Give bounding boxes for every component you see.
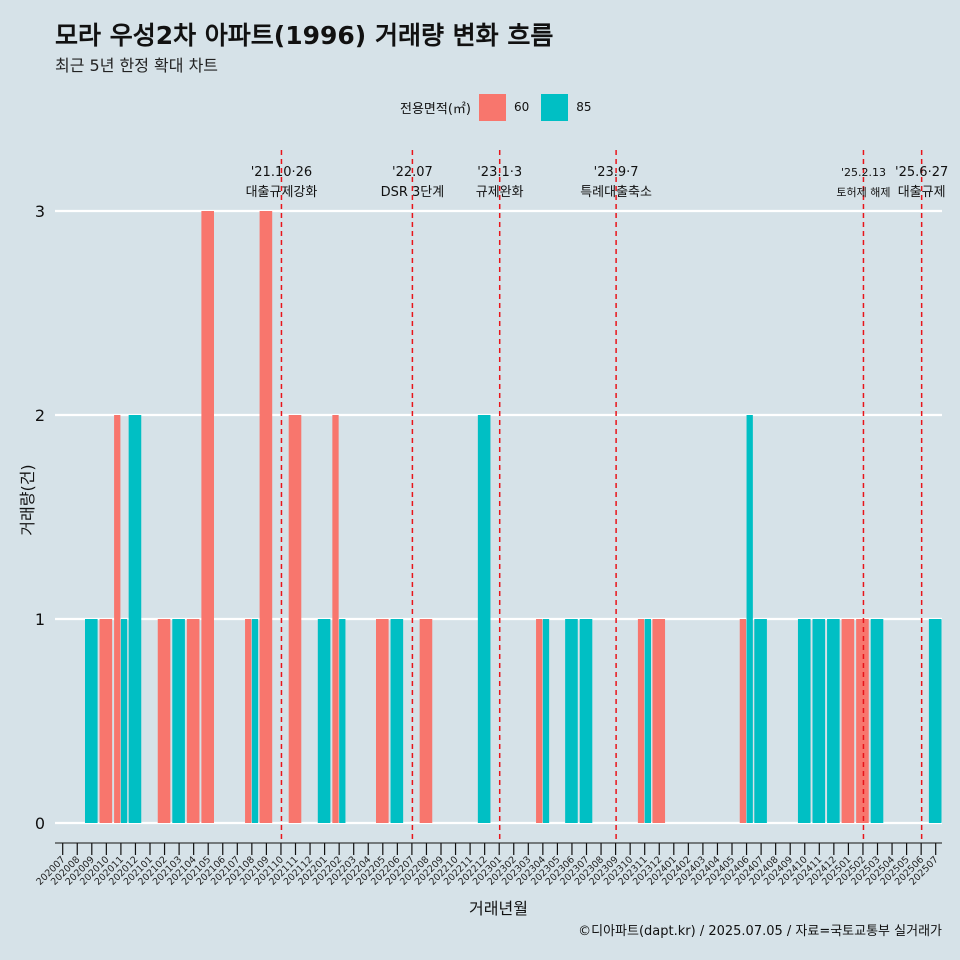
bar-60-202010 [99,619,113,823]
bar-85-202206 [390,619,404,823]
bar-85-202410 [797,619,811,823]
bar-60-202011 [114,415,121,823]
y-tick-label: 2 [35,406,45,425]
y-axis-title: 거래량(건) [18,464,37,535]
bar-85-202306 [565,619,578,823]
bar-60-202108 [245,619,252,823]
bar-60-202205 [376,619,389,823]
legend-label-85: 85 [576,100,592,114]
y-tick-label: 3 [35,202,45,221]
chart-title: 모라 우성2차 아파트(1996) 거래량 변화 흐름 [55,21,554,50]
bar-60-202311 [637,619,645,823]
x-axis-title: 거래년월 [469,899,528,918]
event-name-label: DSR 3단계 [381,185,445,200]
bar-85-202011 [120,619,128,823]
event-name-label: 대출규제강화 [246,185,318,200]
bar-60-202406 [739,619,747,823]
bar-60-202111 [288,415,302,823]
event-date-label: '23.1·3 [477,165,522,180]
legend-key-60 [478,93,506,121]
bar-85-202202 [339,619,346,823]
y-tick-label: 1 [35,610,45,629]
legend-key-85 [541,93,569,121]
bar-85-202108 [251,619,259,823]
event-name-label: 특례대출축소 [580,185,652,200]
bar-85-202009 [85,619,98,823]
event-name-label: 규제완화 [476,185,524,200]
legend-label-60: 60 [513,100,530,114]
bar-85-202307 [579,619,593,823]
event-date-label: '23.9·7 [594,165,639,180]
bar-60-202102 [157,619,171,823]
bar-60-202502 [856,619,869,823]
bar-60-202202 [332,415,339,823]
bar-85-202103 [172,619,185,823]
bar-85-202507 [928,619,942,823]
bar-60-202304 [536,619,543,823]
bar-85-202407 [754,619,767,823]
bar-60-202109 [259,211,273,823]
bar-85-202201 [317,619,331,823]
event-date-label: '21.10·26 [251,165,312,180]
bar-85-202304 [542,619,550,823]
bar-85-202412 [827,619,840,823]
caption: ©디아파트(dapt.kr) / 2025.07.05 / 자료=국토교통부 실… [578,924,942,939]
bar-60-202104 [186,619,200,823]
bar-60-202105 [201,211,214,823]
bar-85-202411 [812,619,826,823]
chart-subtitle: 최근 5년 한정 확대 차트 [55,56,219,75]
bar-85-202311 [644,619,651,823]
bar-85-202503 [870,619,884,823]
bar-85-202012 [128,415,142,823]
bar-85-202212 [477,415,491,823]
bar-60-202501 [841,619,855,823]
bar-60-202312 [652,619,666,823]
event-date-label: '25.6·27 [895,165,948,180]
event-date-label: '25.2.13 [841,166,886,179]
bar-85-202406 [746,415,753,823]
event-name-label: 대출규제 [898,185,946,200]
event-date-label: '22.07 [392,165,433,180]
legend: 전용면적(㎡) 60 85 [400,93,604,121]
bar-60-202208 [419,619,433,823]
event-name-label: 토허제 해제 [836,185,890,199]
legend-title: 전용면적(㎡) [400,101,471,117]
y-tick-label: 0 [35,814,45,833]
